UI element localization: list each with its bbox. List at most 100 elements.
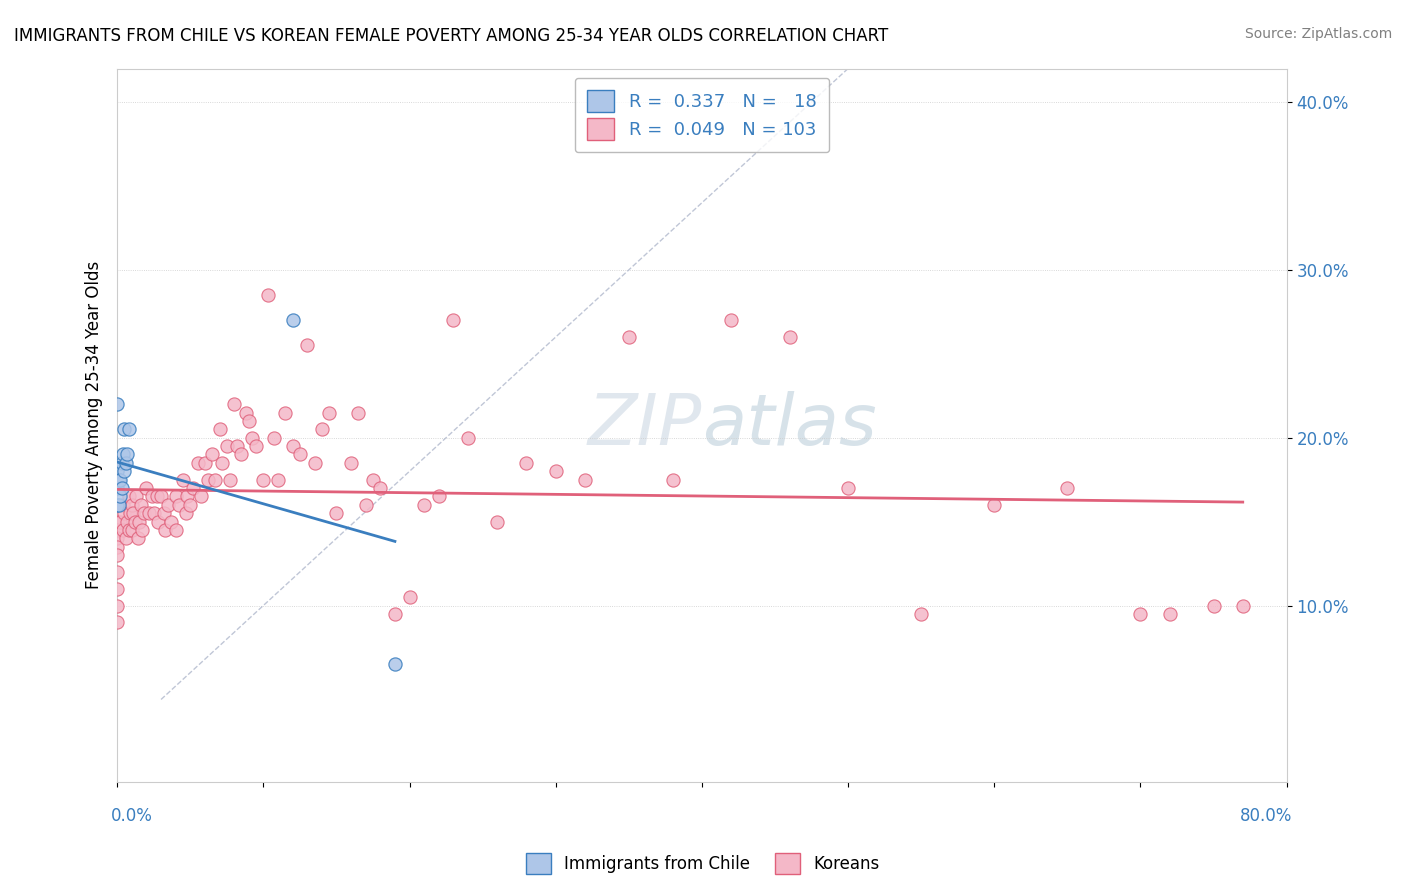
Point	[1202, 599, 1225, 613]
Point	[224, 397, 246, 411]
Point	[108, 490, 131, 504]
Point	[441, 313, 464, 327]
Point	[201, 448, 224, 462]
Point	[197, 473, 219, 487]
Point	[120, 506, 142, 520]
Point	[114, 464, 136, 478]
Legend: Immigrants from Chile, Koreans: Immigrants from Chile, Koreans	[516, 843, 890, 884]
Legend: R =  0.337   N =   18, R =  0.049   N = 103: R = 0.337 N = 18, R = 0.049 N = 103	[575, 78, 830, 153]
Point	[107, 498, 129, 512]
Point	[240, 431, 263, 445]
Point	[318, 405, 340, 419]
Point	[398, 590, 420, 604]
Point	[118, 523, 141, 537]
Point	[107, 473, 129, 487]
Point	[112, 498, 135, 512]
Point	[910, 607, 932, 621]
Point	[127, 532, 149, 546]
Point	[368, 481, 391, 495]
Point	[617, 330, 640, 344]
Point	[114, 422, 136, 436]
Point	[215, 439, 238, 453]
Point	[384, 607, 406, 621]
Point	[138, 506, 160, 520]
Point	[153, 506, 176, 520]
Point	[135, 481, 157, 495]
Point	[274, 405, 297, 419]
Point	[129, 498, 152, 512]
Point	[165, 523, 187, 537]
Point	[340, 456, 363, 470]
Text: atlas: atlas	[702, 391, 876, 459]
Point	[174, 506, 197, 520]
Point	[150, 490, 173, 504]
Point	[112, 448, 135, 462]
Point	[515, 456, 537, 470]
Point	[105, 565, 128, 579]
Point	[235, 405, 257, 419]
Point	[115, 456, 138, 470]
Point	[1232, 599, 1254, 613]
Point	[105, 599, 128, 613]
Point	[145, 490, 167, 504]
Point	[112, 523, 135, 537]
Point	[263, 431, 285, 445]
Point	[121, 523, 143, 537]
Point	[1056, 481, 1078, 495]
Text: 80.0%: 80.0%	[1240, 807, 1292, 825]
Point	[297, 338, 319, 352]
Point	[194, 456, 217, 470]
Point	[160, 515, 183, 529]
Text: Source: ZipAtlas.com: Source: ZipAtlas.com	[1244, 27, 1392, 41]
Point	[110, 456, 132, 470]
Point	[413, 498, 436, 512]
Point	[172, 473, 194, 487]
Point	[142, 506, 165, 520]
Point	[105, 532, 128, 546]
Text: 0.0%: 0.0%	[111, 807, 153, 825]
Point	[256, 288, 278, 302]
Point	[131, 523, 153, 537]
Point	[252, 473, 274, 487]
Point	[121, 498, 143, 512]
Point	[117, 448, 139, 462]
Point	[218, 473, 240, 487]
Point	[122, 506, 145, 520]
Point	[128, 515, 150, 529]
Point	[105, 582, 128, 596]
Point	[238, 414, 260, 428]
Point	[226, 439, 249, 453]
Point	[427, 490, 450, 504]
Point	[105, 515, 128, 529]
Point	[176, 490, 198, 504]
Point	[288, 448, 311, 462]
Point	[983, 498, 1005, 512]
Point	[311, 422, 333, 436]
Point	[267, 473, 290, 487]
Point	[544, 464, 567, 478]
Point	[157, 498, 180, 512]
Point	[105, 498, 128, 512]
Point	[179, 498, 201, 512]
Point	[486, 515, 509, 529]
Point	[165, 490, 187, 504]
Point	[661, 473, 683, 487]
Point	[211, 456, 233, 470]
Point	[105, 464, 128, 478]
Point	[155, 523, 177, 537]
Point	[245, 439, 267, 453]
Text: IMMIGRANTS FROM CHILE VS KOREAN FEMALE POVERTY AMONG 25-34 YEAR OLDS CORRELATION: IMMIGRANTS FROM CHILE VS KOREAN FEMALE P…	[14, 27, 889, 45]
Point	[354, 498, 377, 512]
Point	[115, 532, 138, 546]
Point	[118, 422, 141, 436]
Point	[208, 422, 231, 436]
Y-axis label: Female Poverty Among 25-34 Year Olds: Female Poverty Among 25-34 Year Olds	[86, 261, 103, 590]
Point	[281, 313, 304, 327]
Point	[105, 548, 128, 562]
Point	[457, 431, 479, 445]
Point	[167, 498, 190, 512]
Point	[304, 456, 326, 470]
Point	[190, 490, 212, 504]
Point	[105, 615, 128, 630]
Point	[720, 313, 742, 327]
